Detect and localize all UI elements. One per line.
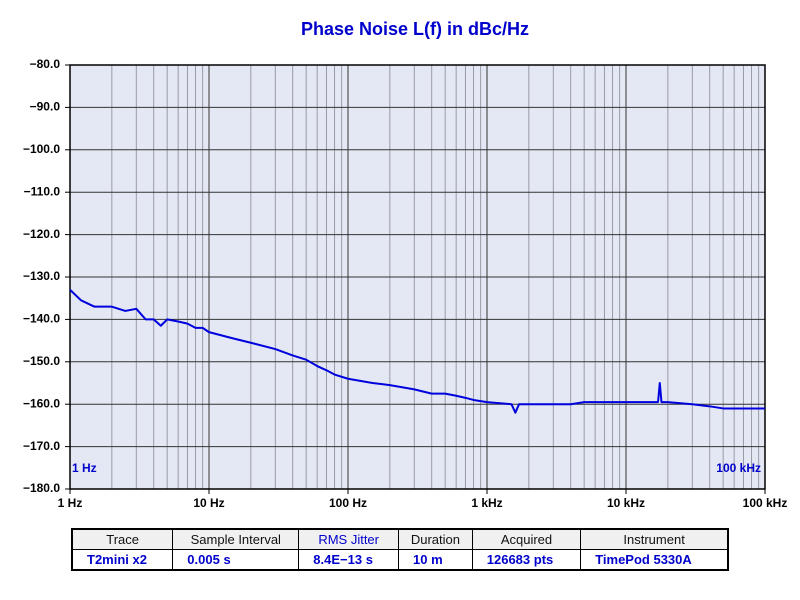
annotation: 100 kHz (716, 461, 761, 475)
trace-line (69, 288, 765, 414)
y-tick-label: −140.0 (23, 312, 60, 326)
chart-title: Phase Noise L(f) in dBc/Hz (301, 19, 529, 39)
header: Sample Interval (172, 528, 300, 550)
x-tick-label: 100 kHz (743, 496, 788, 510)
cell: TimePod 5330A (580, 549, 729, 571)
header: Instrument (580, 528, 729, 550)
y-tick-label: −120.0 (23, 227, 60, 241)
cell: 8.4E−13 s (298, 549, 400, 571)
y-tick-label: −110.0 (24, 184, 61, 198)
header: Trace (71, 528, 174, 550)
header: RMS Jitter (298, 528, 400, 550)
header-row: Trace Sample Interval RMS Jitter Duratio… (71, 528, 729, 550)
chart: Phase Noise L(f) in dBc/Hz −80.0 −90.0 −10… (23, 19, 788, 510)
annotation: 1 Hz (72, 461, 97, 475)
x-tick-label: 1 kHz (471, 496, 502, 510)
cell: 126683 pts (471, 549, 582, 571)
x-tick-label: 1 Hz (58, 496, 83, 510)
header: Acquired (471, 528, 582, 550)
cell: 0.005 s (172, 549, 300, 571)
cell: 10 m (398, 549, 473, 571)
y-tick-label: −100.0 (23, 142, 60, 156)
info-table: Trace Sample Interval RMS Jitter Duratio… (71, 528, 729, 571)
cell: T2mini x2 (71, 549, 174, 571)
y-tick-label: −170.0 (23, 439, 60, 453)
y-tick-label: −130.0 (23, 269, 60, 283)
x-tick-label: 10 Hz (193, 496, 224, 510)
x-tick-label: 10 kHz (607, 496, 645, 510)
y-tick-label: −180.0 (23, 481, 60, 495)
y-tick-label: −80.0 (30, 57, 61, 71)
y-tick-label: −150.0 (23, 354, 60, 368)
plot-border (69, 64, 766, 490)
header: Duration (398, 528, 473, 550)
x-tick-label: 100 Hz (329, 496, 367, 510)
y-tick-label: −160.0 (23, 396, 60, 410)
y-tick-label: −90.0 (30, 100, 61, 114)
data-row: T2mini x2 0.005 s 8.4E−13 s 10 m 126683 … (71, 549, 729, 571)
